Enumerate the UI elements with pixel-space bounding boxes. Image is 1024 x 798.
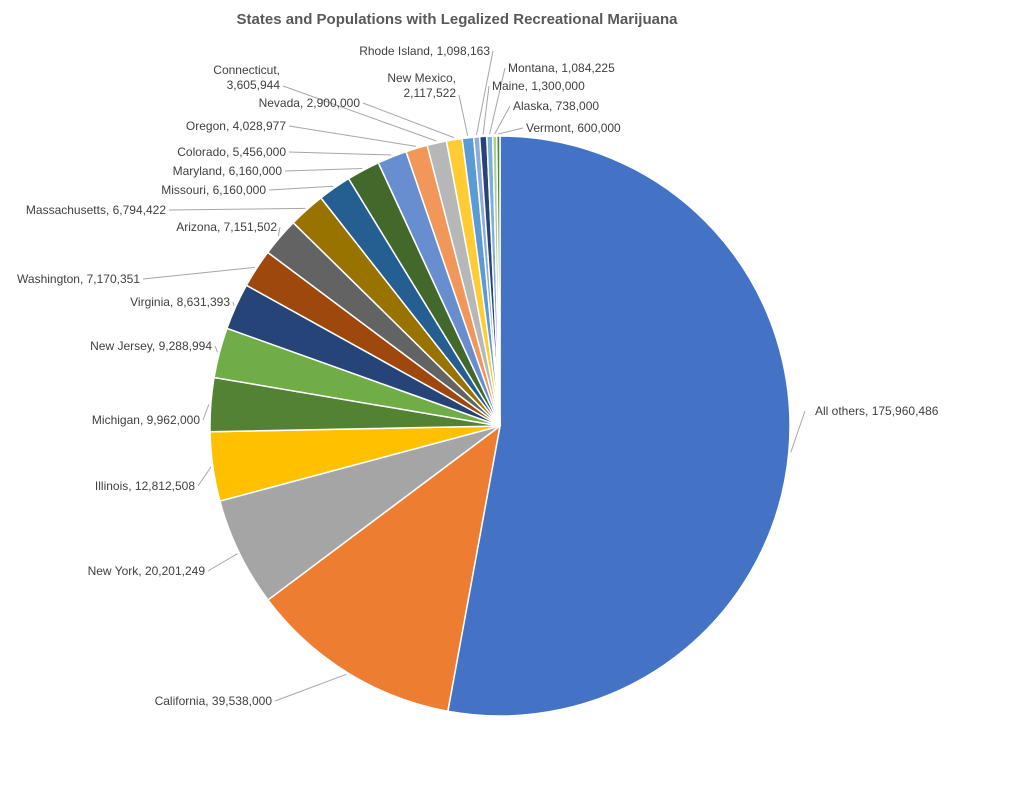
- pie-slice-all-others: [446, 135, 791, 717]
- leader-line-arizona: [277, 226, 281, 236]
- slice-labels: All others, 175,960,486 California, 39,53…: [17, 44, 939, 708]
- leader-line-vermont: [498, 127, 524, 135]
- leader-line-all-others: [790, 410, 806, 453]
- leader-line-maryland: [284, 168, 363, 172]
- pie-slices: [209, 135, 791, 717]
- slice-label-new-york: New York, 20,201,249: [88, 564, 206, 578]
- slice-label-nevada: Nevada, 2,900,000: [259, 96, 361, 110]
- leader-line-new-york: [207, 553, 238, 572]
- slice-label-arizona: Arizona, 7,151,502: [176, 220, 277, 234]
- slice-label-all-others: All others, 175,960,486: [815, 404, 939, 418]
- slice-label-maine: Maine, 1,300,000: [492, 79, 585, 93]
- slice-label-new-jersey: New Jersey, 9,288,994: [90, 339, 212, 353]
- leader-line-connecticut: [282, 85, 437, 142]
- leader-line-nevada: [362, 102, 455, 139]
- leader-lines: [142, 50, 806, 702]
- slice-label-virginia: Virginia, 8,631,393: [130, 295, 230, 309]
- slice-label-connecticut: Connecticut, 3,605,944: [213, 63, 280, 92]
- pie-slice-california: [266, 424, 502, 713]
- leader-line-rhode-island: [475, 50, 494, 136]
- slice-label-missouri: Missouri, 6,160,000: [161, 183, 266, 197]
- slice-label-washington: Washington, 7,170,351: [17, 272, 140, 286]
- leader-line-new-jersey: [214, 345, 218, 353]
- slice-label-oregon: Oregon, 4,028,977: [186, 119, 286, 133]
- slice-label-new-mexico: New Mexico, 2,117,522: [387, 71, 456, 100]
- leader-line-maine: [482, 85, 490, 135]
- slice-label-massachusetts: Massachusetts, 6,794,422: [26, 203, 166, 217]
- slice-label-maryland: Maryland, 6,160,000: [173, 164, 283, 178]
- leader-line-michigan: [202, 404, 210, 421]
- leader-line-virginia: [232, 301, 235, 306]
- leader-line-oregon: [288, 125, 417, 147]
- leader-line-washington: [142, 266, 255, 280]
- slice-label-illinois: Illinois, 12,812,508: [95, 479, 195, 493]
- slice-label-vermont: Vermont, 600,000: [526, 121, 621, 135]
- leader-line-massachusetts: [168, 207, 306, 211]
- leader-line-new-mexico: [458, 94, 469, 136]
- slice-label-rhode-island: Rhode Island, 1,098,163: [359, 44, 490, 58]
- slice-label-michigan: Michigan, 9,962,000: [92, 413, 200, 427]
- leader-line-missouri: [268, 185, 334, 191]
- leader-line-alaska: [494, 105, 511, 135]
- slice-label-california: California, 39,538,000: [155, 694, 273, 708]
- chart-title: States and Populations with Legalized Re…: [237, 11, 679, 28]
- slice-label-colorado: Colorado, 5,456,000: [177, 145, 286, 159]
- leader-line-illinois: [197, 466, 212, 487]
- leader-line-california: [274, 673, 347, 702]
- leader-line-colorado: [288, 151, 392, 156]
- leader-line-montana: [489, 67, 506, 135]
- slice-label-montana: Montana, 1,084,225: [508, 61, 615, 75]
- slice-label-alaska: Alaska, 738,000: [513, 99, 599, 113]
- pie-slice-vermont: [495, 135, 501, 427]
